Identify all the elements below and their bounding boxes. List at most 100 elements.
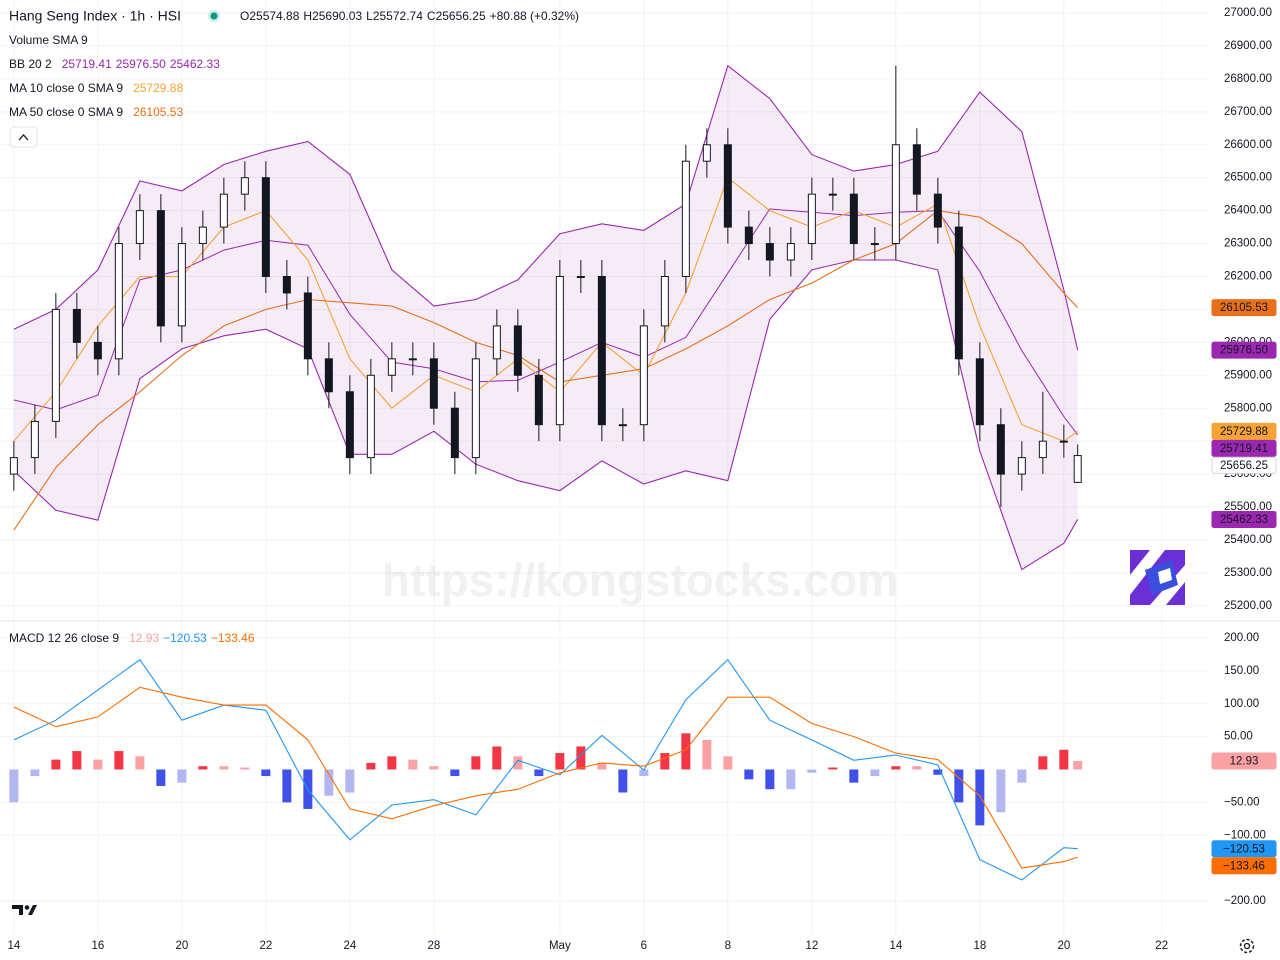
x-tick-label: 20 [1057, 940, 1070, 952]
price-tag-label: 26105.53 [1220, 302, 1268, 314]
histogram-bar [93, 759, 103, 770]
price-tag [1211, 341, 1277, 359]
candle-body [933, 193, 942, 228]
y-tick-label: 25500.00 [1224, 501, 1272, 513]
histogram-bar [660, 753, 670, 770]
x-tick-label: 8 [725, 940, 731, 952]
ohlc-value: 25656.25 [436, 9, 486, 23]
histogram-bar [366, 762, 376, 770]
macd-value: −133.46 [211, 631, 255, 645]
x-tick-label: 24 [343, 940, 356, 952]
x-tick-label: May [549, 940, 571, 952]
y-tick-label: 50.00 [1224, 731, 1253, 743]
bb-value: 25976.50 [116, 57, 166, 71]
histogram-bar [387, 756, 397, 770]
candle-body [135, 210, 144, 245]
histogram-bar [135, 756, 145, 770]
gear-hub[interactable] [1243, 942, 1251, 950]
y-tick-label: 26400.00 [1224, 205, 1272, 217]
ma-legend: MA 50 close 0 SMA 9 26105.53 [9, 105, 183, 119]
candle-body [849, 193, 858, 245]
candle-body [471, 358, 480, 459]
macd-name: MACD 12 26 close 9 [9, 631, 119, 645]
gear-icon[interactable] [1239, 938, 1255, 954]
histogram-bar [1073, 760, 1083, 770]
candle-body [366, 374, 375, 459]
y-tick-label: 27000.00 [1224, 7, 1272, 19]
histogram-bar [702, 739, 712, 770]
histogram-bar [954, 769, 964, 803]
histogram-bar [114, 751, 124, 770]
candle-body [324, 358, 333, 393]
histogram-bar [324, 769, 334, 796]
button-frame[interactable] [9, 126, 38, 148]
candle-body [807, 193, 816, 245]
histogram-bar [240, 767, 250, 770]
price-tag-label: −133.46 [1223, 860, 1265, 872]
price-tag [1211, 439, 1277, 457]
candle-body [1059, 440, 1068, 443]
candle-body [891, 144, 900, 245]
bb-value: 25462.33 [170, 57, 220, 71]
ohlc-label: O [240, 9, 249, 23]
candle-body [744, 226, 753, 245]
histogram-bar [975, 769, 985, 826]
price-tag [1211, 422, 1277, 440]
candle-body [828, 193, 837, 196]
price-tag-label: −120.53 [1223, 843, 1265, 855]
ohlc-value: 25690.03 [312, 9, 362, 23]
x-tick-label: 16 [91, 940, 104, 952]
histogram-bar [450, 769, 460, 777]
chevron-icon[interactable] [18, 134, 29, 141]
candle-body [996, 424, 1005, 475]
y-tick-label: 200.00 [1224, 632, 1259, 644]
candle-body [219, 193, 228, 228]
candle-body [639, 325, 648, 426]
y-tick-label: 25300.00 [1224, 567, 1272, 579]
x-tick-label: 22 [1155, 940, 1168, 952]
tv-logo-part [12, 905, 23, 915]
candle-body [387, 358, 396, 376]
y-tick-label: 100.00 [1224, 698, 1259, 710]
status-dot [210, 12, 218, 20]
candle-body [954, 226, 963, 360]
candle-body [282, 275, 291, 294]
histogram-bar [345, 769, 355, 793]
histogram-bar [177, 769, 187, 783]
bb-value: 25719.41 [62, 57, 112, 71]
settings-button[interactable] [1239, 938, 1255, 954]
brand-logo [1130, 550, 1185, 605]
y-tick-label: 26700.00 [1224, 106, 1272, 118]
watermark: https://kongstocks.com [382, 554, 898, 606]
histogram-bar [786, 769, 796, 790]
collapse-button[interactable] [9, 126, 38, 148]
price-tag [1211, 299, 1277, 317]
tv-logo-part [28, 905, 37, 915]
price-tag [1211, 456, 1277, 474]
x-tick-label: 22 [259, 940, 272, 952]
bb-lower [13, 259, 1079, 571]
histogram-bar [576, 746, 586, 770]
price-tag [1211, 752, 1277, 770]
candle-body [198, 226, 207, 245]
candle-body [114, 243, 123, 360]
histogram-bar [597, 762, 607, 770]
ohlc-legend: O25574.88 H25690.03 L25572.74 C25656.25 +80.… [240, 9, 579, 23]
candle-body [1073, 455, 1082, 483]
candle-body [408, 358, 417, 361]
histogram-bar [492, 746, 502, 770]
histogram-bar [471, 756, 481, 770]
ohlc-label: H [303, 9, 312, 23]
candle-body [975, 358, 984, 426]
y-tick-label: 25900.00 [1224, 369, 1272, 381]
x-tick-label: 18 [973, 940, 986, 952]
candle-body [597, 275, 606, 426]
candle-body [345, 391, 354, 459]
price-tag-label: 25719.41 [1220, 443, 1268, 455]
candle-body [912, 144, 921, 195]
candle-body [303, 292, 312, 360]
candle-body [786, 243, 795, 261]
ma-legend: MA 10 close 0 SMA 9 25729.88 [9, 81, 183, 95]
candle-body [555, 275, 564, 426]
ohlc-label: C [427, 9, 436, 23]
